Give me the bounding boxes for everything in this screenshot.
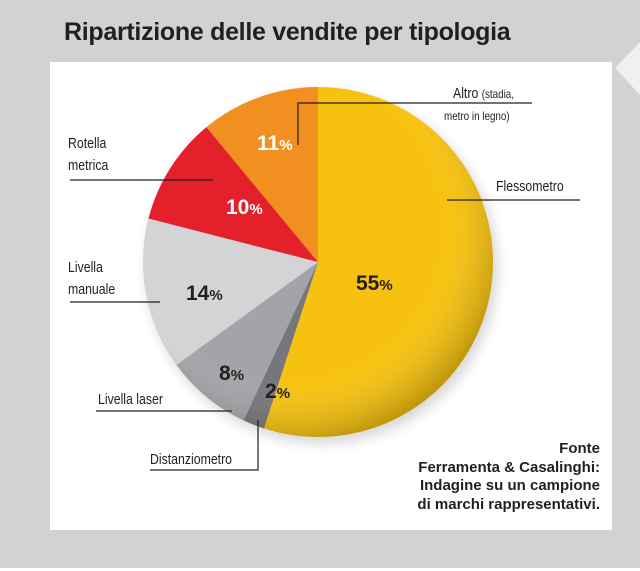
source-note: Fonte Ferramenta & Casalinghi: Indagine … — [417, 440, 600, 514]
label-livella-manuale-2: manuale — [68, 281, 116, 298]
label-altro-note: metro in legno) — [444, 109, 510, 123]
source-line: Fonte — [559, 440, 600, 457]
pct-livella-manuale: 14% — [186, 282, 223, 305]
pct-livella-laser: 8% — [219, 362, 245, 385]
label-rotella-1: Rotella — [68, 135, 107, 152]
notch-decoration — [615, 42, 640, 95]
pct-flessometro: 55% — [356, 272, 393, 295]
label-rotella-2: metrica — [68, 157, 109, 174]
label-livella-manuale-1: Livella — [68, 259, 103, 276]
pct-altro: 11% — [257, 132, 293, 155]
label-distanziometro: Distanziometro — [150, 451, 233, 468]
source-line: di marchi rappresentativi. — [417, 495, 600, 513]
pct-distanziometro: 2% — [265, 380, 291, 403]
label-flessometro: Flessometro — [496, 178, 564, 195]
leader-lines — [70, 102, 580, 471]
leader-altro — [297, 102, 532, 145]
chart-title: Ripartizione delle vendite per tipologia — [64, 18, 511, 46]
label-altro: Altro (stadia, — [453, 85, 514, 102]
leader-distanziometro — [150, 420, 259, 471]
pct-rotella: 10% — [226, 196, 263, 219]
pie-shading — [143, 87, 493, 437]
label-livella-laser: Livella laser — [98, 391, 163, 408]
source-line: Ferramenta & Casalinghi: — [418, 458, 600, 476]
source-line: Indagine su un campione — [419, 477, 600, 494]
